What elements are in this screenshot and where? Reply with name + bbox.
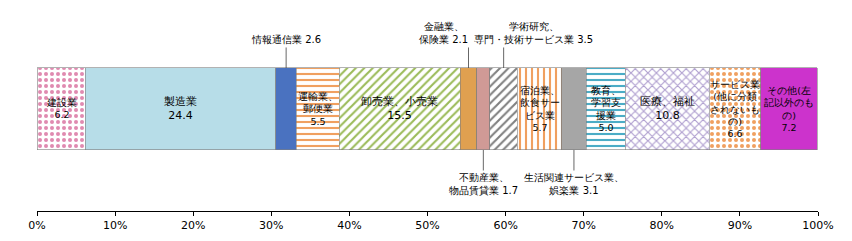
svg-text:宿泊業、飲食サービス業5.7: 宿泊業、飲食サービス業5.7: [520, 85, 560, 133]
svg-text:生活関連サービス業、娯楽業 3.1: 生活関連サービス業、娯楽業 3.1: [524, 172, 624, 196]
svg-text:運輸業、郵便業5.5: 運輸業、郵便業5.5: [298, 91, 338, 127]
svg-text:不動産業、物品賃貸業 1.7: 不動産業、物品賃貸業 1.7: [449, 172, 518, 196]
svg-text:100%: 100%: [802, 219, 833, 232]
svg-text:10%: 10%: [103, 219, 127, 232]
svg-text:医療、福祉10.8: 医療、福祉10.8: [640, 95, 695, 122]
svg-text:教育、学習支援業5.0: 教育、学習支援業5.0: [591, 85, 621, 133]
svg-text:金融業、保険業 2.1: 金融業、保険業 2.1: [419, 21, 468, 45]
svg-text:60%: 60%: [493, 219, 517, 232]
svg-text:90%: 90%: [728, 219, 752, 232]
svg-text:卸売業、小売業15.5: 卸売業、小売業15.5: [361, 95, 438, 122]
svg-text:建設業6.2: 建設業6.2: [46, 97, 77, 120]
svg-text:40%: 40%: [337, 219, 361, 232]
svg-text:その他(左記以外のもの)7.2: その他(左記以外のもの)7.2: [764, 85, 814, 133]
svg-text:製造業24.4: 製造業24.4: [164, 95, 197, 122]
svg-text:0%: 0%: [28, 219, 45, 232]
svg-text:50%: 50%: [415, 219, 439, 232]
svg-text:情報通信業 2.6: 情報通信業 2.6: [251, 34, 321, 45]
svg-text:30%: 30%: [259, 219, 283, 232]
svg-text:20%: 20%: [181, 219, 205, 232]
svg-text:学術研究、専門・技術サービス業 3.5: 学術研究、専門・技術サービス業 3.5: [474, 21, 593, 45]
svg-text:80%: 80%: [650, 219, 674, 232]
svg-text:70%: 70%: [571, 219, 595, 232]
svg-text:サービス業(他に分類されないもの)6.6: サービス業(他に分類されないもの)6.6: [710, 79, 760, 139]
